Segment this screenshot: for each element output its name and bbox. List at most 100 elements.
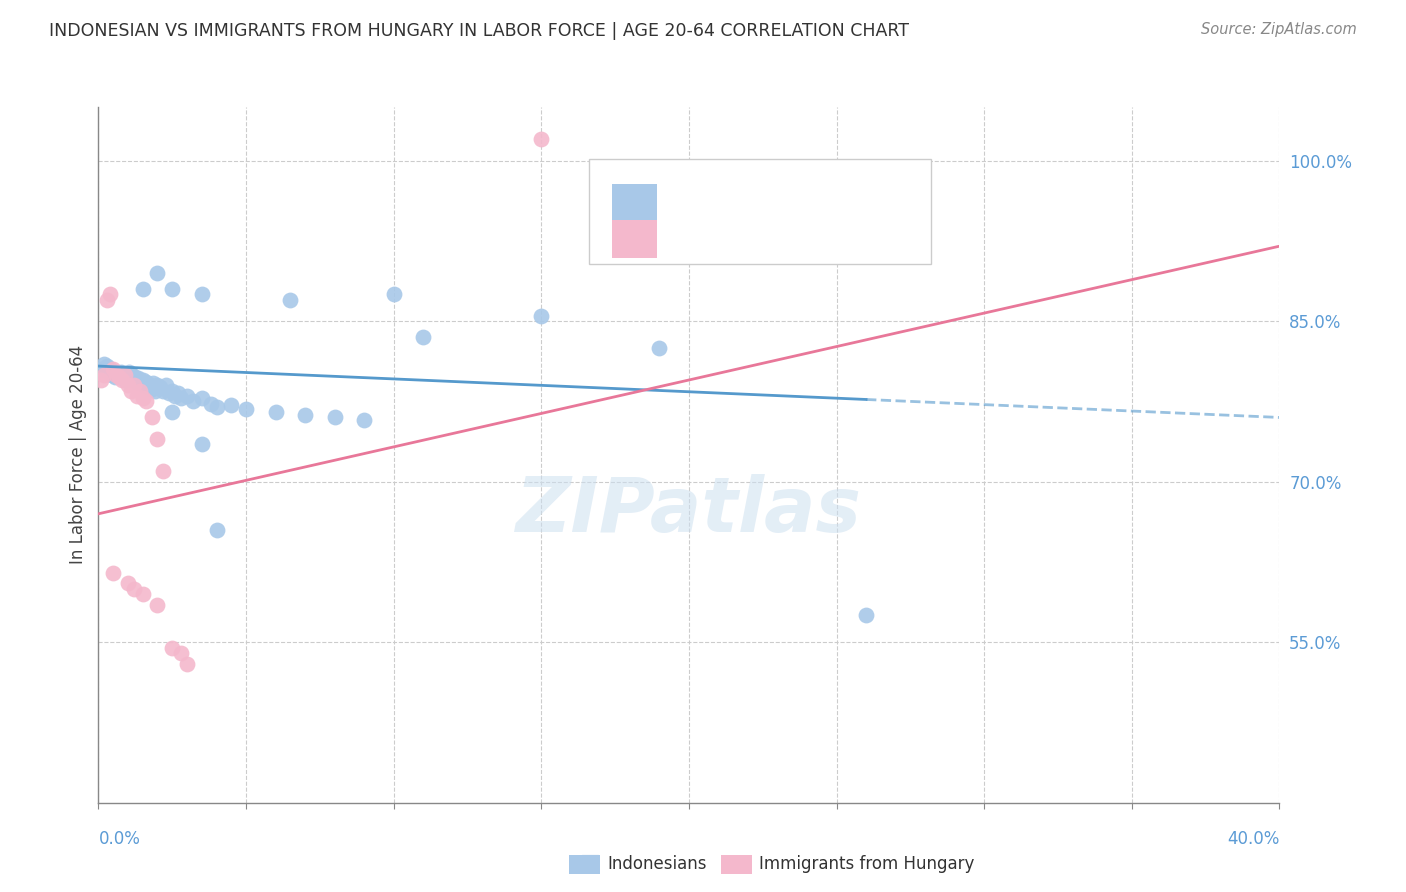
Point	[122, 373, 145, 387]
Point	[221, 398, 243, 412]
Point	[176, 389, 198, 403]
Point	[142, 376, 165, 391]
Point	[143, 384, 166, 398]
Point	[530, 132, 553, 146]
Text: N =: N =	[813, 194, 853, 212]
Point	[294, 409, 316, 423]
Text: 0.0%: 0.0%	[98, 830, 141, 847]
Text: N =: N =	[813, 229, 853, 248]
Point	[136, 378, 159, 392]
Point	[191, 287, 214, 301]
Point	[97, 366, 120, 380]
Point	[117, 576, 139, 591]
Point	[149, 380, 172, 394]
Point	[103, 364, 125, 378]
Point	[107, 368, 129, 383]
Point	[530, 309, 553, 323]
Point	[152, 384, 174, 398]
Point	[122, 582, 145, 596]
Point	[111, 373, 134, 387]
Point	[134, 378, 156, 392]
Point	[353, 412, 375, 426]
Text: Indonesians: Indonesians	[607, 855, 707, 873]
FancyBboxPatch shape	[612, 219, 657, 258]
Point	[108, 369, 131, 384]
Point	[205, 400, 228, 414]
Point	[124, 369, 146, 384]
Point	[146, 266, 169, 280]
Point	[110, 366, 132, 380]
Point	[90, 373, 112, 387]
Point	[412, 330, 434, 344]
Point	[191, 437, 214, 451]
Point	[108, 368, 131, 382]
Point	[111, 369, 134, 384]
Point	[152, 464, 174, 478]
Point	[112, 367, 135, 381]
FancyBboxPatch shape	[612, 185, 657, 223]
Point	[122, 378, 145, 392]
Text: INDONESIAN VS IMMIGRANTS FROM HUNGARY IN LABOR FORCE | AGE 20-64 CORRELATION CHA: INDONESIAN VS IMMIGRANTS FROM HUNGARY IN…	[49, 22, 910, 40]
Point	[191, 391, 214, 405]
Point	[162, 384, 183, 398]
Point	[98, 287, 121, 301]
Point	[141, 410, 163, 425]
Point	[104, 369, 127, 384]
Point	[170, 391, 193, 405]
Point	[264, 405, 287, 419]
Point	[132, 373, 155, 387]
Point	[103, 566, 125, 580]
Point	[105, 367, 128, 381]
Point	[127, 371, 149, 385]
Point	[100, 368, 122, 382]
Text: ZIPatlas: ZIPatlas	[516, 474, 862, 548]
Point	[135, 375, 157, 389]
Point	[146, 432, 169, 446]
Point	[855, 608, 877, 623]
Point	[200, 396, 222, 410]
Point	[382, 287, 405, 301]
Point	[146, 378, 169, 392]
Point	[98, 362, 121, 376]
Point	[117, 378, 139, 392]
Text: 67: 67	[860, 194, 887, 213]
Point	[170, 646, 193, 660]
Point	[167, 385, 190, 400]
Point	[162, 282, 183, 296]
Text: R =: R =	[671, 194, 710, 212]
Point	[648, 341, 671, 355]
Text: 28: 28	[860, 229, 887, 248]
Point	[132, 391, 155, 405]
Point	[96, 293, 118, 307]
Text: R =: R =	[671, 229, 710, 248]
Point	[162, 640, 183, 655]
Text: 0.199: 0.199	[730, 229, 799, 248]
Point	[155, 378, 177, 392]
Text: □: □	[581, 854, 600, 873]
Point	[135, 394, 157, 409]
Point	[118, 366, 141, 380]
Text: Immigrants from Hungary: Immigrants from Hungary	[759, 855, 974, 873]
Point	[90, 362, 112, 376]
Point	[93, 357, 115, 371]
Point	[141, 382, 163, 396]
FancyBboxPatch shape	[589, 159, 931, 263]
Point	[115, 368, 138, 382]
Point	[146, 598, 169, 612]
Text: Source: ZipAtlas.com: Source: ZipAtlas.com	[1201, 22, 1357, 37]
Point	[181, 394, 204, 409]
Point	[105, 368, 128, 382]
Point	[96, 359, 118, 373]
Text: 40.0%: 40.0%	[1227, 830, 1279, 847]
Point	[93, 368, 115, 382]
Point	[120, 372, 142, 386]
Point	[125, 375, 148, 389]
Point	[235, 401, 257, 416]
Y-axis label: In Labor Force | Age 20-64: In Labor Force | Age 20-64	[69, 345, 87, 565]
Point	[128, 373, 150, 387]
Point	[132, 282, 155, 296]
Point	[114, 373, 136, 387]
Point	[162, 405, 183, 419]
Point	[114, 368, 136, 382]
Point	[205, 523, 228, 537]
